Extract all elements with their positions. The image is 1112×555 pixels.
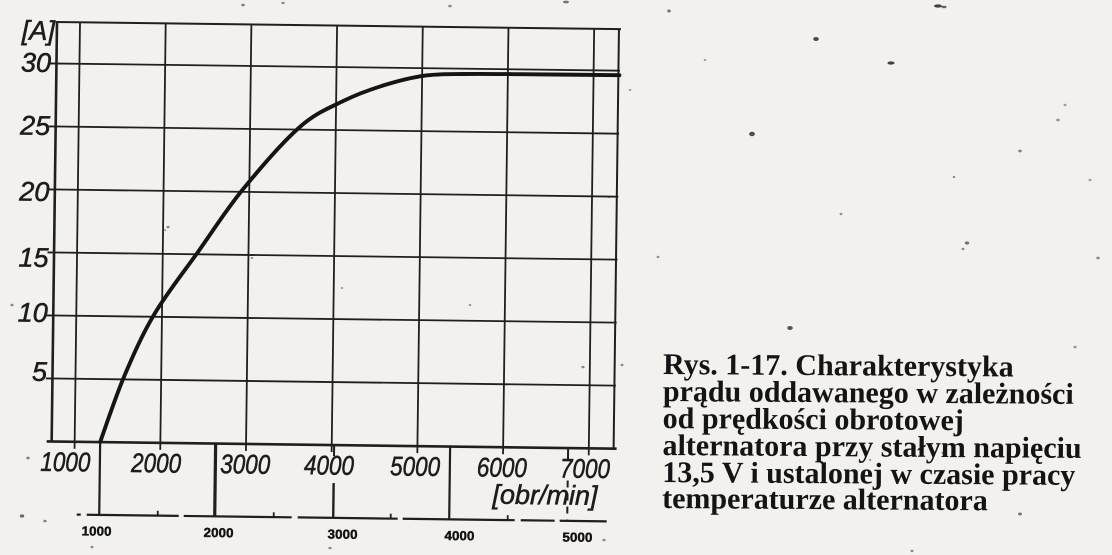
svg-text:temperaturze alternatora: temperaturze alternatora <box>662 482 988 517</box>
svg-text:alternatora przy stałym napięc: alternatora przy stałym napięciu <box>662 429 1081 465</box>
svg-text:3000: 3000 <box>220 449 270 480</box>
svg-text:10: 10 <box>18 298 48 328</box>
svg-text:5000: 5000 <box>390 451 440 482</box>
svg-text:4000: 4000 <box>304 450 354 481</box>
svg-text:13,5 V i ustalonej w czasie pr: 13,5 V i ustalonej w czasie pracy <box>662 456 1075 492</box>
svg-text:20: 20 <box>18 177 49 207</box>
svg-text:od prędkości obrotowej: od prędkości obrotowej <box>663 402 964 437</box>
svg-text:Rys. 1-17. Charakterystyka: Rys. 1-17. Charakterystyka <box>663 348 1014 383</box>
svg-text:4000: 4000 <box>444 528 474 543</box>
svg-text:2000: 2000 <box>203 525 233 540</box>
svg-text:3000: 3000 <box>327 526 357 541</box>
svg-text:1000: 1000 <box>40 447 90 478</box>
svg-text:[A]: [A] <box>21 16 57 46</box>
svg-text:1000: 1000 <box>81 523 111 538</box>
svg-text:2000: 2000 <box>130 448 181 479</box>
svg-text:prądu oddawanego w zależności: prądu oddawanego w zależności <box>663 375 1074 411</box>
svg-text:25: 25 <box>19 111 51 141</box>
svg-text:7000: 7000 <box>560 453 610 484</box>
svg-text:30: 30 <box>21 48 51 78</box>
svg-text:[obr/min]: [obr/min] <box>491 480 599 511</box>
svg-text:6000: 6000 <box>477 452 527 483</box>
svg-text:15: 15 <box>18 243 49 273</box>
svg-text:5000: 5000 <box>562 529 592 544</box>
svg-text:5: 5 <box>32 357 48 387</box>
